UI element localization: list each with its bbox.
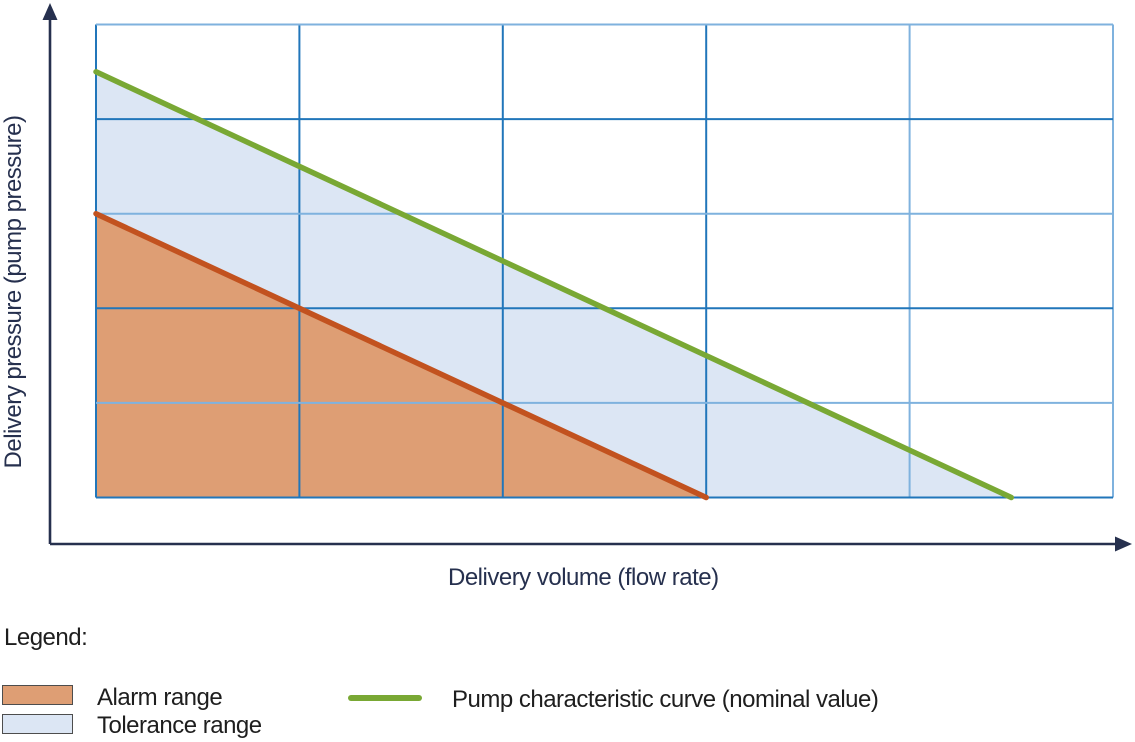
alarm-range-legend-label: Alarm range	[97, 684, 223, 711]
pump-curve-line	[93, 69, 1015, 501]
alarm-boundary-line	[93, 210, 709, 501]
x-axis-label: Delivery volume (flow rate)	[448, 564, 719, 591]
chart-plot-area	[42, 3, 1132, 552]
pump-curve-line-sample-icon	[348, 695, 422, 701]
alarm-range-swatch-icon	[2, 685, 73, 705]
tolerance-range-legend-label: Tolerance range	[97, 712, 262, 739]
pump-curve-legend-label: Pump characteristic curve (nominal value…	[452, 686, 879, 713]
y-axis-arrow-icon	[42, 3, 58, 20]
legend-title: Legend:	[4, 624, 88, 651]
y-axis-label: Delivery pressure (pump pressure)	[0, 115, 27, 469]
x-axis-arrow-icon	[1115, 536, 1132, 552]
tolerance-range-swatch-icon	[2, 714, 73, 734]
